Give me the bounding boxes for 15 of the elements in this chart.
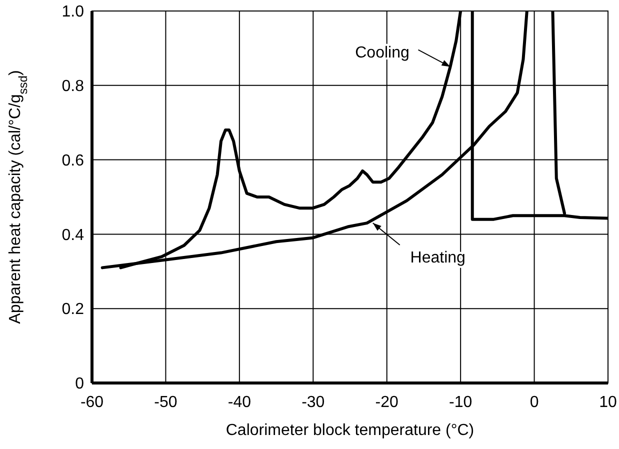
x-tick-label: -10 — [449, 394, 472, 411]
x-tick-label: -40 — [228, 394, 252, 411]
y-tick-label: 1.0 — [62, 4, 84, 21]
y-tick-label: 0.2 — [62, 301, 84, 318]
x-tick-label: 0 — [530, 394, 539, 411]
x-tick-label: -50 — [154, 394, 178, 411]
y-tick-label: 0.8 — [62, 78, 84, 95]
x-tick-label: -20 — [375, 394, 399, 411]
x-tick-label: 10 — [599, 394, 617, 411]
x-tick-label: -60 — [80, 394, 104, 411]
y-tick-label: 0 — [75, 376, 84, 393]
y-tick-label: 0.6 — [62, 152, 84, 170]
x-tick-label: -30 — [302, 394, 325, 411]
x-axis-title: Calorimeter block temperature (°C) — [226, 422, 474, 439]
y-tick-label: 0.4 — [62, 226, 84, 244]
